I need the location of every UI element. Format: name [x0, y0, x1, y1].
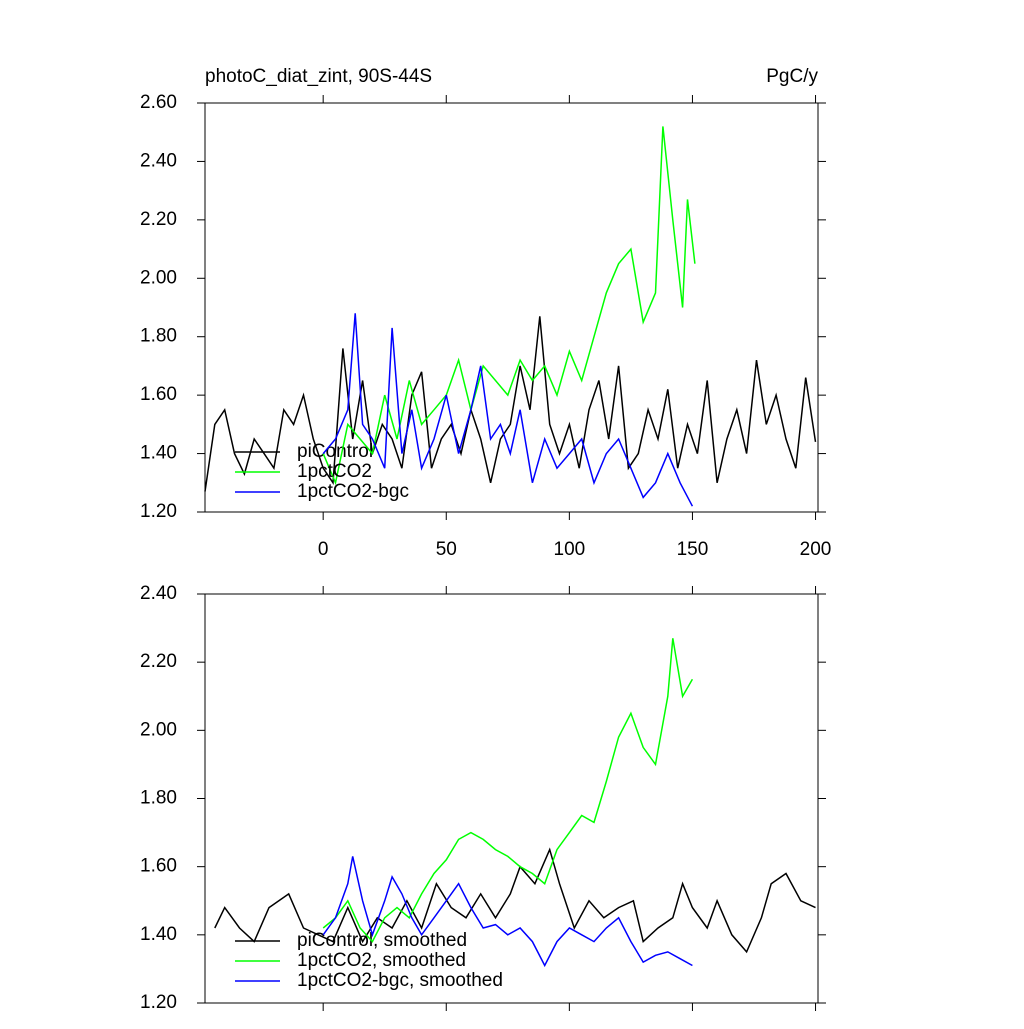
y-tick-label: 1.60: [140, 856, 177, 877]
y-tick-label: 2.20: [140, 209, 177, 230]
legend-label: piControl, smoothed: [297, 930, 467, 951]
y-tick-label: 1.60: [140, 384, 177, 405]
y-tick-label: 2.40: [140, 583, 177, 604]
y-tick-label: 2.00: [140, 719, 177, 740]
data-line: [322, 126, 696, 486]
data-line: [322, 856, 693, 968]
y-tick-label: 2.60: [140, 92, 177, 113]
y-tick-label: 1.20: [140, 501, 177, 522]
x-tick-label: 150: [677, 539, 709, 560]
data-line: [204, 316, 817, 492]
data-line: [214, 847, 816, 954]
plot-frame: [204, 102, 819, 513]
y-tick-label: 1.80: [140, 788, 177, 809]
y-tick-label: 2.20: [140, 651, 177, 672]
x-tick-label: 200: [800, 539, 832, 560]
legend-label: 1pctCO2: [297, 461, 372, 482]
x-tick-label: 100: [554, 539, 586, 560]
legend-label: piControl: [297, 441, 373, 462]
y-tick-label: 2.40: [140, 150, 177, 171]
legend-label: 1pctCO2-bgc: [297, 481, 409, 502]
legend-label: 1pctCO2-bgc, smoothed: [297, 970, 503, 991]
y-tick-label: 1.80: [140, 326, 177, 347]
y-tick-label: 1.20: [140, 992, 177, 1013]
data-line: [322, 638, 694, 943]
y-tick-label: 1.40: [140, 924, 177, 945]
y-tick-label: 2.00: [140, 267, 177, 288]
y-tick-label: 1.40: [140, 443, 177, 464]
x-tick-label: 50: [436, 539, 457, 560]
legend-label: 1pctCO2, smoothed: [297, 950, 466, 971]
chart-title: photoC_diat_zint, 90S-44S: [205, 66, 432, 87]
data-line: [322, 313, 694, 507]
x-tick-label: 0: [318, 539, 329, 560]
units-label: PgC/y: [766, 66, 818, 87]
